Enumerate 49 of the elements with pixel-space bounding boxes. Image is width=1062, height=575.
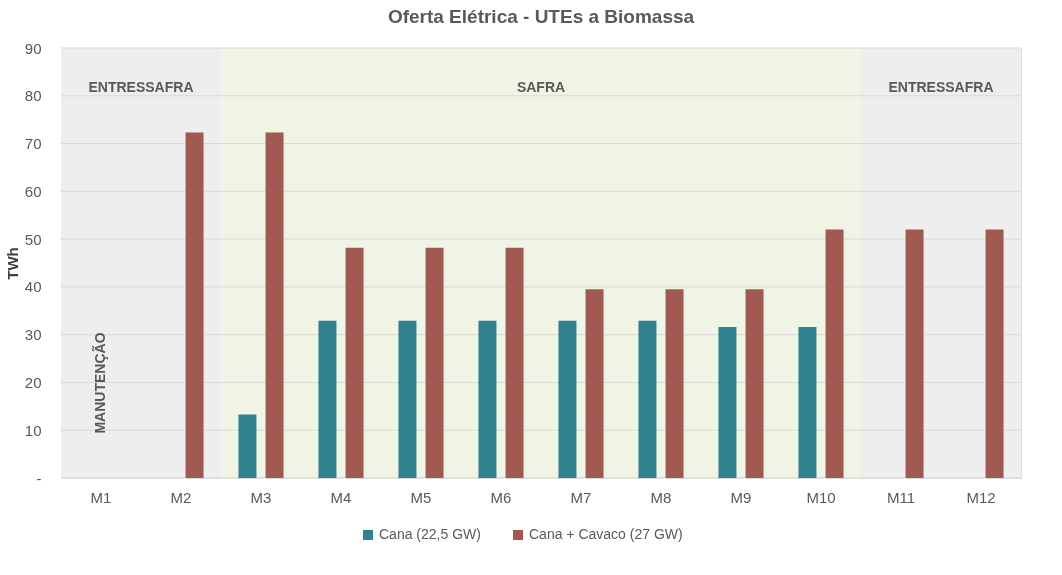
bar [745, 289, 764, 478]
y-tick-label: 60 [24, 182, 42, 200]
x-tick-label: M4 [330, 488, 352, 506]
chart-title: Oferta Elétrica - UTEs a Biomassa [387, 6, 695, 27]
bar [478, 320, 497, 478]
y-axis-title: TWh [3, 247, 21, 280]
x-tick-label: M10 [806, 488, 836, 506]
bar [345, 247, 364, 478]
x-tick-label: M3 [250, 488, 272, 506]
band-label: ENTRESSAFRA [888, 79, 994, 95]
y-tick-label: 30 [24, 326, 42, 344]
y-tick-label: 50 [24, 230, 42, 248]
bar [638, 320, 657, 478]
y-tick-label: 20 [24, 373, 42, 391]
legend-label: Cana (22,5 GW) [379, 526, 481, 542]
annotation: MANUTENÇÃO [91, 332, 108, 434]
bar [398, 320, 417, 478]
x-tick-label: M5 [410, 488, 432, 506]
bar [425, 247, 444, 478]
bar [905, 229, 924, 478]
bar [665, 289, 684, 478]
x-tick-label: M2 [170, 488, 192, 506]
bar [585, 289, 604, 478]
x-tick-label: M9 [730, 488, 752, 506]
y-tick-label: - [36, 469, 42, 487]
bar [985, 229, 1004, 478]
x-tick-label: M12 [966, 488, 996, 506]
bar [558, 320, 577, 478]
bar [238, 414, 257, 478]
y-tick-label: 10 [24, 421, 42, 439]
bar [505, 247, 524, 478]
y-tick-label: 80 [24, 87, 42, 105]
x-tick-label: M1 [90, 488, 112, 506]
bar [825, 229, 844, 478]
bar [718, 327, 737, 478]
x-tick-label: M6 [490, 488, 512, 506]
y-tick-label: 40 [24, 278, 42, 296]
x-tick-label: M7 [570, 488, 592, 506]
bar [318, 320, 337, 478]
band-label: SAFRA [516, 79, 566, 95]
legend-label: Cana + Cavaco (27 GW) [529, 526, 683, 542]
bar [185, 132, 204, 478]
x-tick-label: M11 [886, 488, 916, 506]
x-tick-label: M8 [650, 488, 672, 506]
bar [798, 327, 817, 478]
y-tick-label: 70 [24, 135, 42, 153]
y-tick-label: 90 [24, 39, 42, 57]
bar [265, 132, 284, 478]
band-label: ENTRESSAFRA [88, 79, 194, 95]
